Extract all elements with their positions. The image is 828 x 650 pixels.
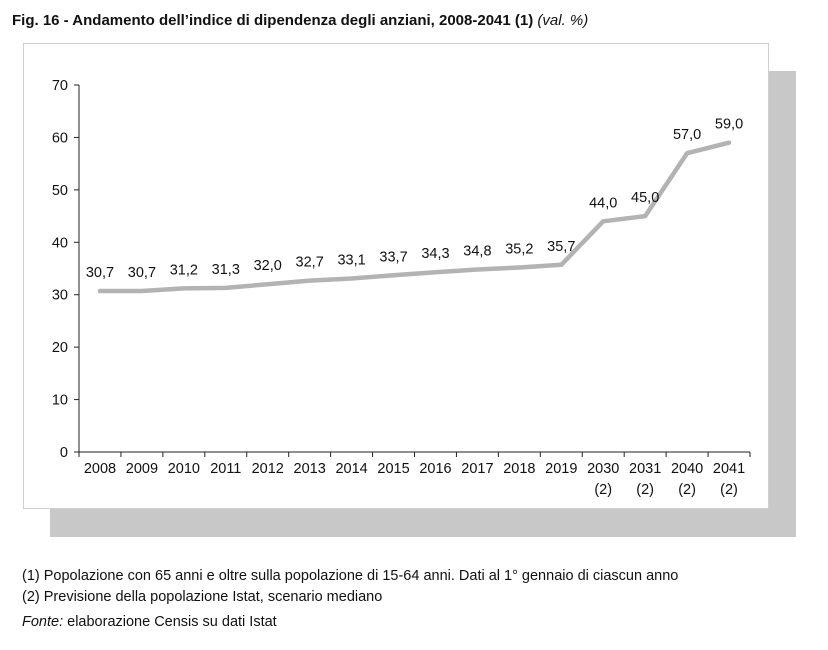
x-tick-label: 2019 (545, 461, 577, 477)
x-tick-label: 2013 (294, 461, 326, 477)
footnotes: (1) Popolazione con 65 anni e oltre sull… (22, 566, 678, 633)
source-line: Fonte: elaborazione Censis su dati Istat (22, 612, 678, 633)
data-label: 45,0 (631, 190, 659, 206)
x-tick-label: 2018 (503, 461, 535, 477)
y-tick-label: 60 (52, 130, 68, 146)
data-labels: 30,7 30,7 31,2 31,3 32,0 32,7 33,1 33,7 34,3 34,8… (86, 117, 743, 281)
y-tick-label: 10 (52, 393, 68, 409)
data-label: 31,2 (170, 262, 198, 278)
data-label: 59,0 (715, 117, 743, 133)
y-tick-label: 40 (52, 235, 68, 251)
data-label: 33,1 (337, 252, 365, 268)
x-tick-note: (2) (594, 482, 612, 498)
x-axis: 2008 2009 2010 2011 2012 2013 2014 2015 2016 2017… (78, 451, 751, 498)
y-tick-label: 50 (52, 183, 68, 199)
x-tick-label: 2041 (713, 461, 745, 477)
x-tick-label: 2015 (377, 461, 409, 477)
source-text: elaborazione Censis su dati Istat (67, 614, 277, 630)
y-tick-label: 70 (52, 78, 68, 94)
figure-title-text: Fig. 16 - Andamento dell’indice di dipen… (12, 12, 534, 29)
data-label: 31,3 (212, 262, 240, 278)
x-tick-label: 2017 (461, 461, 493, 477)
figure-title: Fig. 16 - Andamento dell’indice di dipen… (12, 12, 588, 29)
footnote-1: (1) Popolazione con 65 anni e oltre sull… (22, 568, 679, 584)
data-label: 34,8 (463, 244, 491, 260)
x-tick-label: 2031 (629, 461, 661, 477)
data-label: 33,7 (379, 249, 407, 265)
x-tick-note: (2) (636, 482, 654, 498)
data-label: 30,7 (128, 265, 156, 281)
x-tick-note: (2) (678, 482, 696, 498)
y-tick-label: 30 (52, 288, 68, 304)
series-elderly-dependency (97, 140, 732, 294)
x-tick-label: 2040 (671, 461, 703, 477)
data-label: 44,0 (589, 195, 617, 211)
data-label: 32,7 (296, 255, 324, 271)
x-tick-label: 2016 (419, 461, 451, 477)
y-tick-label: 20 (52, 340, 68, 356)
x-tick-label: 2010 (168, 461, 200, 477)
source-label: Fonte: (22, 614, 64, 630)
data-label: 35,2 (505, 241, 533, 257)
series-line (97, 140, 732, 294)
y-tick-label: 0 (60, 445, 68, 461)
x-tick-label: 2009 (126, 461, 158, 477)
y-axis: 0 10 20 30 40 50 60 70 (52, 78, 80, 461)
data-label: 35,7 (547, 239, 575, 255)
x-tick-label: 2011 (210, 461, 241, 477)
x-tick-label: 2030 (587, 461, 619, 477)
x-tick-label: 2008 (84, 461, 116, 477)
x-tick-label: 2012 (252, 461, 284, 477)
data-label: 34,3 (421, 246, 449, 262)
x-tick-label: 2014 (335, 461, 367, 477)
figure-unit: (val. %) (537, 12, 589, 29)
data-label: 57,0 (673, 127, 701, 143)
footnote-2: (2) Previsione della popolazione Istat, … (22, 589, 383, 605)
data-label: 30,7 (86, 265, 114, 281)
data-label: 32,0 (254, 258, 282, 274)
x-tick-note: (2) (720, 482, 738, 498)
